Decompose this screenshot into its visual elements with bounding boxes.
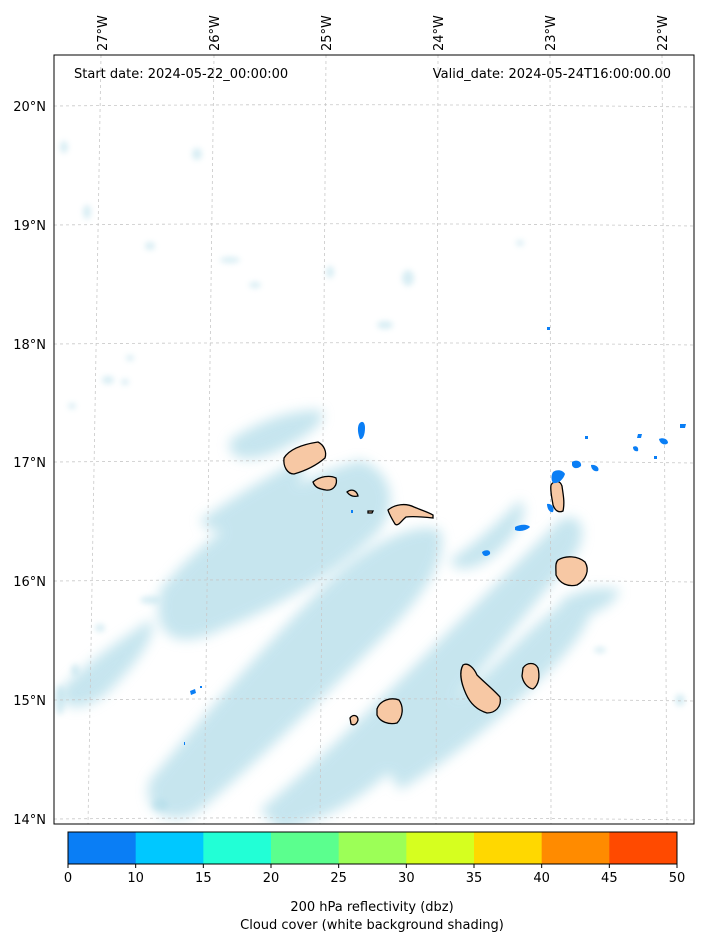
reflectivity-cell [637,434,642,438]
colorbar-label-line2: Cloud cover (white background shading) [240,918,504,933]
colorbar-segment [609,832,678,864]
reflectivity-cell [680,424,686,428]
island-santo-antao [283,441,327,475]
island-maio [521,662,540,690]
colorbar-segment [68,832,137,864]
reflectivity-cell [551,470,565,484]
colorbar-tick-label: 50 [669,871,686,886]
reflectivity-cell [654,456,657,459]
colorbar-segment [135,832,204,864]
meridian-27w [87,55,102,824]
reflectivity-cell [547,327,550,330]
reflectivity-cell [200,686,202,688]
island-sao-vicente [312,475,338,491]
meridian-26w [203,55,215,824]
longitude-labels: 27°W 26°W 25°W 24°W 23°W 22°W [96,15,671,51]
colorbar-tick-label: 45 [601,871,618,886]
cloud-flecks [55,141,685,811]
island-sal [550,480,565,513]
lat-label-20n: 20°N [13,100,46,115]
lon-label-24w: 24°W [432,15,447,51]
colorbar-tick-label: 20 [263,871,280,886]
colorbar-tick-label: 10 [127,871,144,886]
island-brava [349,714,359,726]
reflectivity-cell [585,436,588,439]
island-fogo [376,698,403,725]
parallel-18n [54,342,694,346]
colorbar-segment [271,832,340,864]
colorbar-tick-label: 15 [195,871,212,886]
lon-label-23w: 23°W [544,15,559,51]
reflectivity-cell [357,421,365,440]
colorbar-segment [541,832,610,864]
parallel-19n [54,223,694,227]
colorbar-tick-label: 30 [398,871,415,886]
latitude-labels: 20°N 19°N 18°N 17°N 16°N 15°N 14°N [13,100,46,828]
valid-date-label: Valid_date: 2024-05-24T16:00:00.00 [433,67,671,82]
reflectivity-cell [591,464,599,472]
lat-label-17n: 17°N [13,456,46,471]
reflectivity-cell [572,460,582,469]
lat-label-18n: 18°N [13,338,46,353]
lat-label-16n: 16°N [13,575,46,590]
lon-label-26w: 26°W [208,15,223,51]
meridian-25w [319,55,327,824]
colorbar-segment [406,832,475,864]
lon-label-27w: 27°W [96,15,111,51]
island-boa-vista [555,556,588,587]
colorbar-frame [67,831,678,865]
reflectivity-cell [547,503,554,513]
islands [283,441,588,726]
map-area [54,55,694,824]
colorbar-tick-label: 35 [466,871,483,886]
parallel-15n [54,698,694,702]
island-branco [367,510,375,514]
reflectivity-cell [482,550,491,557]
reflectivity-cell [351,510,353,513]
colorbar-tick-label: 25 [330,871,347,886]
reflectivity-cell [633,446,639,452]
lon-label-22w: 22°W [656,15,671,51]
lon-label-25w: 25°W [320,15,335,51]
parallel-16n [54,579,694,583]
reflectivity-cell [659,438,668,445]
island-sao-nicolau [387,503,434,526]
reflectivity-cell [515,524,530,531]
map-frame [53,54,695,825]
reflectivity-cell [190,689,196,695]
colorbar-segment [203,832,272,864]
lat-label-14n: 14°N [13,813,46,828]
lat-label-19n: 19°N [13,219,46,234]
colorbar-segment [338,832,407,864]
colorbar-label-line1: 200 hPa reflectivity (dbz) [290,900,453,915]
parallel-17n [54,460,694,464]
meridian-24w [435,55,439,824]
parallel-14n [54,817,694,821]
island-santiago [460,663,501,714]
island-santa-luzia [346,489,359,498]
start-date-label: Start date: 2024-05-22_00:00:00 [74,67,288,82]
lat-label-15n: 15°N [13,694,46,709]
reflectivity-cell [184,742,185,745]
colorbar-tick-label: 40 [533,871,550,886]
meridian-23w [549,55,552,824]
colorbar-segment [474,832,543,864]
reflectivity-layer [184,327,686,745]
colorbar: 0 10 15 20 25 30 35 40 45 50 200 hPa reflectivity… [64,831,686,933]
gridlines [54,55,694,824]
parallel-20n [54,104,694,108]
colorbar-tick-label: 0 [64,871,72,886]
